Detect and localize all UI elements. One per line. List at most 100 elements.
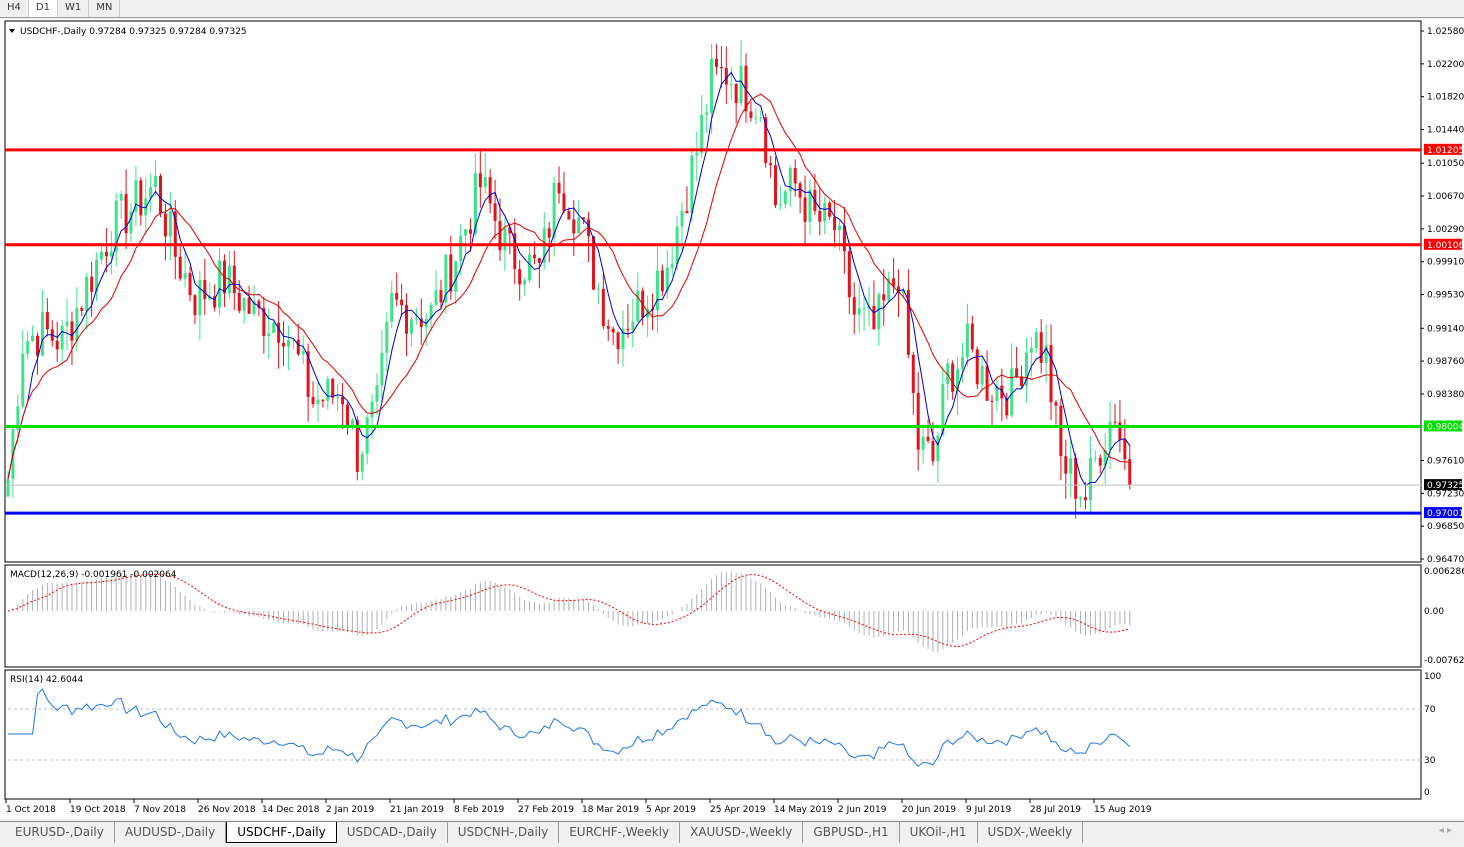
candle-body (1088, 458, 1092, 501)
candle-body (36, 335, 40, 356)
candle-body (577, 217, 581, 234)
candle-body (616, 332, 620, 350)
candle-body (513, 233, 517, 270)
timeframe-h4[interactable]: H4 (0, 0, 29, 17)
candle-body (621, 328, 625, 350)
candle-body (1034, 332, 1038, 349)
macd-tick-top: 0.006286 (1424, 567, 1464, 577)
candle-body (40, 312, 44, 356)
candle-body (1098, 457, 1102, 466)
chart-tabs: EURUSD-,Daily AUDUSD-,Daily USDCHF-,Dail… (0, 821, 1464, 847)
candle-body (532, 254, 536, 259)
price-tick-label: 0.98380 (1427, 390, 1464, 400)
candle-body (459, 235, 463, 262)
tab-gbpusd[interactable]: GBPUSD-,H1 (803, 822, 900, 843)
candle-body (311, 396, 315, 405)
candle-body (685, 210, 689, 214)
candle-body (739, 65, 743, 104)
candle-body (847, 251, 851, 298)
ma-slow-line (7, 93, 1130, 480)
tab-usdchf[interactable]: USDCHF-,Daily (226, 822, 337, 843)
time-tick-label: 25 Apr 2019 (710, 805, 766, 815)
candle-body (90, 276, 94, 292)
candle-body (926, 436, 930, 441)
candle-body (1093, 457, 1097, 459)
candle-body (291, 339, 295, 341)
candle-body (788, 168, 792, 192)
candle-body (95, 259, 99, 292)
price-tick-label: 1.00290 (1427, 225, 1464, 235)
candle-body (901, 289, 905, 294)
candle-body (601, 288, 605, 327)
timeframe-mn[interactable]: MN (89, 0, 121, 17)
time-tick-label: 1 Oct 2018 (6, 805, 56, 815)
tab-ukoil[interactable]: UKOil-,H1 (900, 822, 978, 843)
candle-body (591, 236, 595, 290)
candle-body (936, 435, 940, 462)
dropdown-triangle-icon[interactable] (9, 29, 15, 33)
candle-body (582, 217, 586, 220)
candle-body (282, 342, 286, 347)
candle-body (700, 114, 704, 153)
tab-eurusd[interactable]: EURUSD-,Daily (5, 822, 115, 843)
candle-body (218, 260, 222, 308)
tab-eurchf[interactable]: EURCHF-,Weekly (559, 822, 681, 843)
candle-body (454, 261, 458, 292)
candle-body (321, 399, 325, 402)
price-tick-label: 1.02200 (1427, 60, 1464, 70)
candle-body (1118, 422, 1122, 440)
candle-body (449, 254, 453, 292)
candle-body (326, 378, 330, 402)
candle-body (897, 286, 901, 294)
candle-body (778, 204, 782, 206)
tab-usdx[interactable]: USDX-,Weekly (978, 822, 1084, 843)
horizontal-lines[interactable]: 0.97325 1.01205 1.00106 0.98004 0.97001 (5, 143, 1464, 519)
timeframe-w1[interactable]: W1 (58, 0, 90, 17)
candle-body (769, 163, 773, 166)
candle-body (119, 194, 123, 201)
candle-body (6, 479, 10, 497)
candle-body (1103, 450, 1107, 466)
candle-body (1049, 345, 1053, 403)
candle-body (434, 290, 438, 305)
candle-body (400, 299, 404, 306)
candle-body (1054, 402, 1058, 406)
candle-body (503, 227, 507, 251)
tab-usdcad[interactable]: USDCAD-,Daily (337, 822, 448, 843)
tab-scroll-arrows-icon[interactable]: ◂ ▸ (1438, 825, 1452, 836)
candle-body (473, 173, 477, 234)
candle-body (931, 440, 935, 462)
timeframe-toolbar: H4 D1 W1 MN (0, 0, 1464, 18)
candle-body (828, 202, 832, 217)
candle-body (528, 254, 532, 281)
candle-body (1074, 458, 1078, 499)
candle-body (493, 203, 497, 221)
price-tick-label: 0.97610 (1427, 456, 1464, 466)
chart-window[interactable]: 0.97325 1.01205 1.00106 0.98004 0.97001 1.02… (0, 19, 1464, 819)
tab-audusd[interactable]: AUDUSD-,Daily (115, 822, 227, 843)
candle-body (798, 183, 802, 198)
candle-body (109, 251, 113, 257)
candle-body (877, 294, 881, 330)
candle-body (872, 305, 876, 330)
candle-body (1069, 458, 1073, 474)
candle-body (124, 194, 128, 234)
candle-body (183, 273, 187, 279)
candle-body (237, 292, 241, 311)
candle-body (380, 352, 384, 386)
candle-body (232, 265, 236, 293)
candle-body (946, 363, 950, 384)
candle-body (956, 368, 960, 392)
candle-body (70, 321, 74, 341)
candle-body (365, 417, 369, 454)
candle-body (567, 210, 571, 220)
moving-averages (7, 71, 1131, 487)
candle-body (104, 251, 108, 257)
tab-xauusd[interactable]: XAUUSD-,Weekly (680, 822, 804, 843)
candle-body (390, 292, 394, 322)
timeframe-d1[interactable]: D1 (28, 0, 58, 17)
candle-body (55, 340, 59, 350)
candle-body (277, 322, 281, 343)
price-axis: 1.02580 1.02200 1.01820 1.01440 1.01050 1.006… (1421, 27, 1464, 565)
tab-usdcnh[interactable]: USDCNH-,Daily (448, 822, 560, 843)
